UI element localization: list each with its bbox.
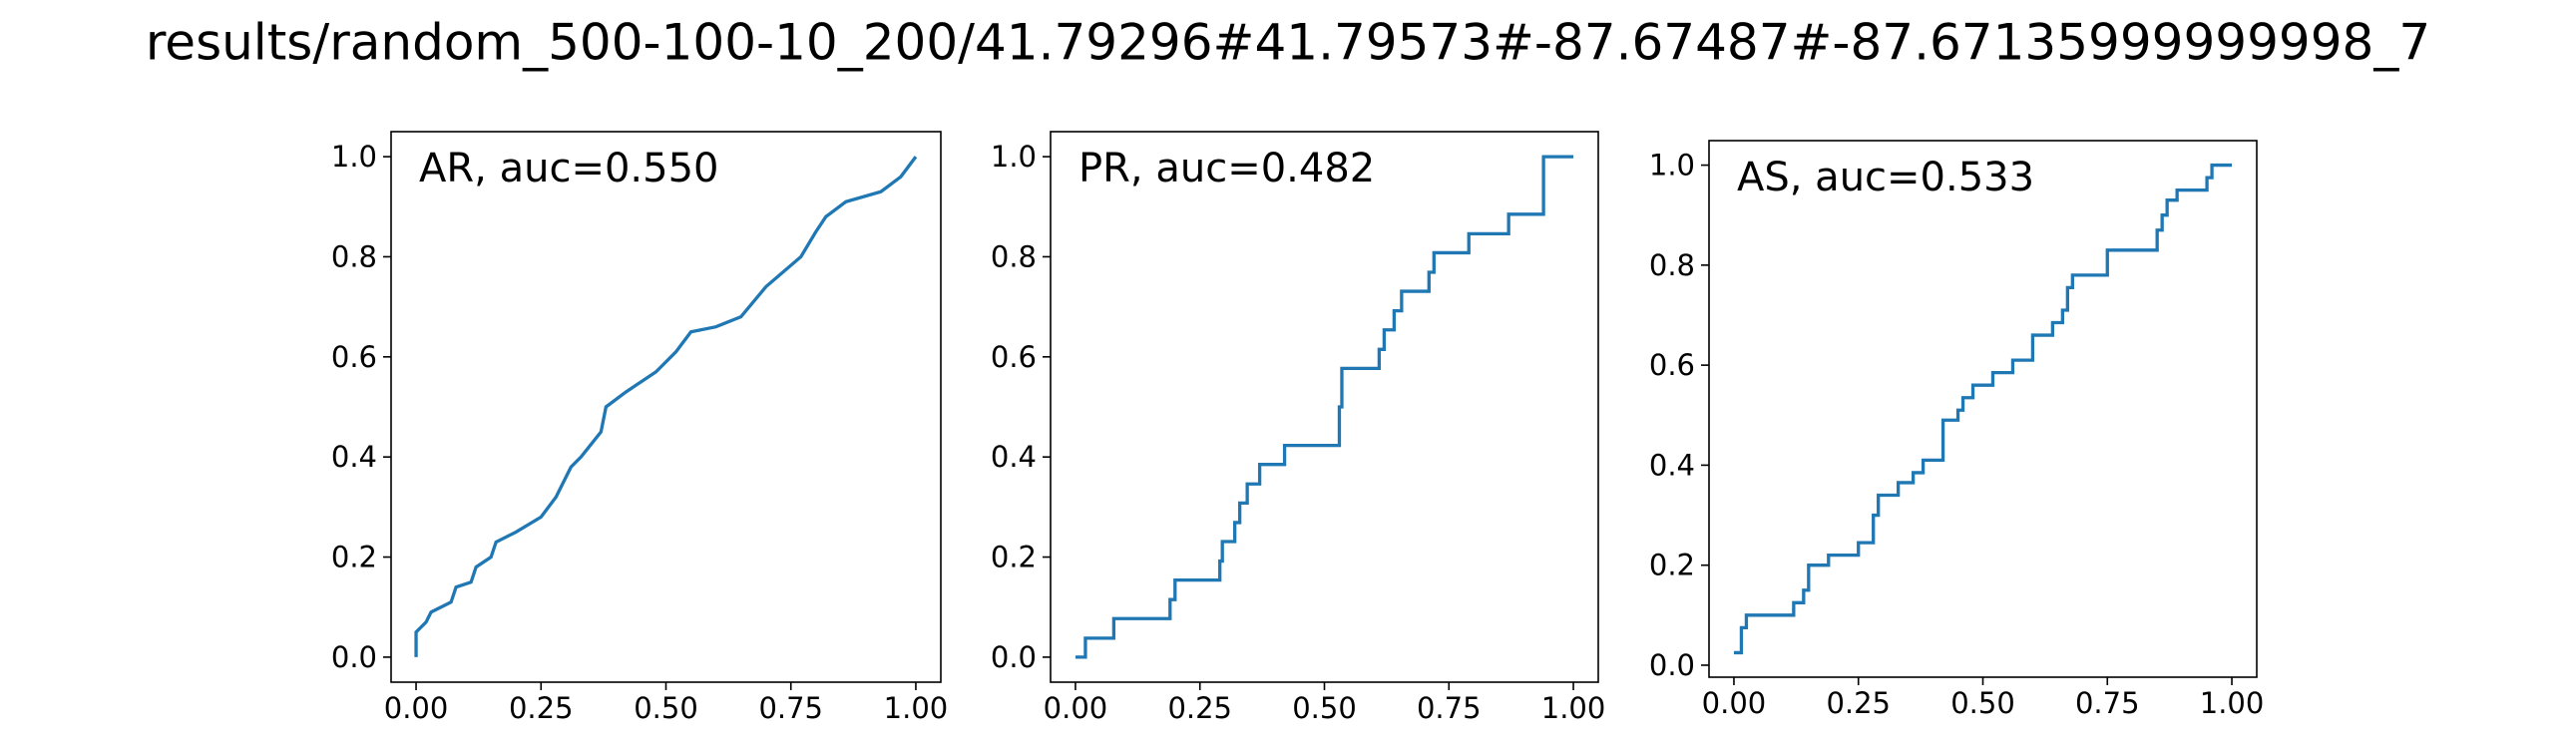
x-tick-label: 0.50	[1292, 691, 1357, 725]
y-tick-label: 0.4	[331, 440, 377, 474]
figure-title: results/random_500-100-10_200/41.79296#4…	[146, 14, 2430, 72]
roc-curve	[1074, 155, 1574, 659]
x-tick-label: 0.50	[634, 691, 698, 725]
y-tick-label: 0.6	[991, 340, 1037, 374]
y-tick-label: 1.0	[331, 140, 377, 174]
roc-curve	[1733, 163, 2233, 655]
y-tick-label: 0.2	[1649, 549, 1695, 582]
y-tick-label: 0.0	[331, 640, 377, 674]
x-tick-label: 0.00	[384, 691, 449, 725]
y-tick-label: 0.2	[991, 541, 1037, 574]
x-tick-label: 0.75	[758, 691, 823, 725]
x-tick-label: 0.00	[1044, 691, 1108, 725]
roc-curve	[414, 156, 918, 657]
panel-annotation: AS, auc=0.533	[1737, 155, 2034, 200]
panel-annotation: PR, auc=0.482	[1078, 146, 1375, 191]
x-tick-label: 0.25	[509, 691, 574, 725]
x-tick-label: 1.00	[2200, 686, 2265, 720]
x-tick-label: 1.00	[1541, 691, 1606, 725]
x-tick-label: 0.75	[1417, 691, 1482, 725]
y-tick-label: 0.8	[1649, 248, 1695, 282]
y-tick-label: 1.0	[991, 140, 1037, 174]
axes-frame	[1050, 131, 1599, 683]
y-tick-label: 0.4	[1649, 448, 1695, 482]
y-tick-label: 0.8	[991, 239, 1037, 273]
y-tick-label: 0.6	[331, 340, 377, 374]
x-tick-label: 0.75	[2075, 686, 2140, 720]
y-tick-label: 0.4	[991, 440, 1037, 474]
y-tick-label: 0.0	[991, 640, 1037, 674]
x-tick-label: 0.00	[1702, 686, 1767, 720]
x-tick-label: 0.25	[1826, 686, 1891, 720]
axes-frame	[390, 131, 942, 683]
y-tick-label: 1.0	[1649, 149, 1695, 183]
axes-frame	[1708, 140, 2258, 678]
x-tick-label: 1.00	[884, 691, 949, 725]
y-tick-label: 0.6	[1649, 348, 1695, 382]
y-tick-label: 0.0	[1649, 648, 1695, 682]
y-tick-label: 0.2	[331, 541, 377, 574]
x-tick-label: 0.25	[1167, 691, 1232, 725]
panel-annotation: AR, auc=0.550	[419, 146, 718, 191]
y-tick-label: 0.8	[331, 239, 377, 273]
x-tick-label: 0.50	[1950, 686, 2015, 720]
